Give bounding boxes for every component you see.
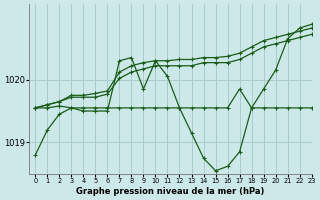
X-axis label: Graphe pression niveau de la mer (hPa): Graphe pression niveau de la mer (hPa) (76, 187, 265, 196)
